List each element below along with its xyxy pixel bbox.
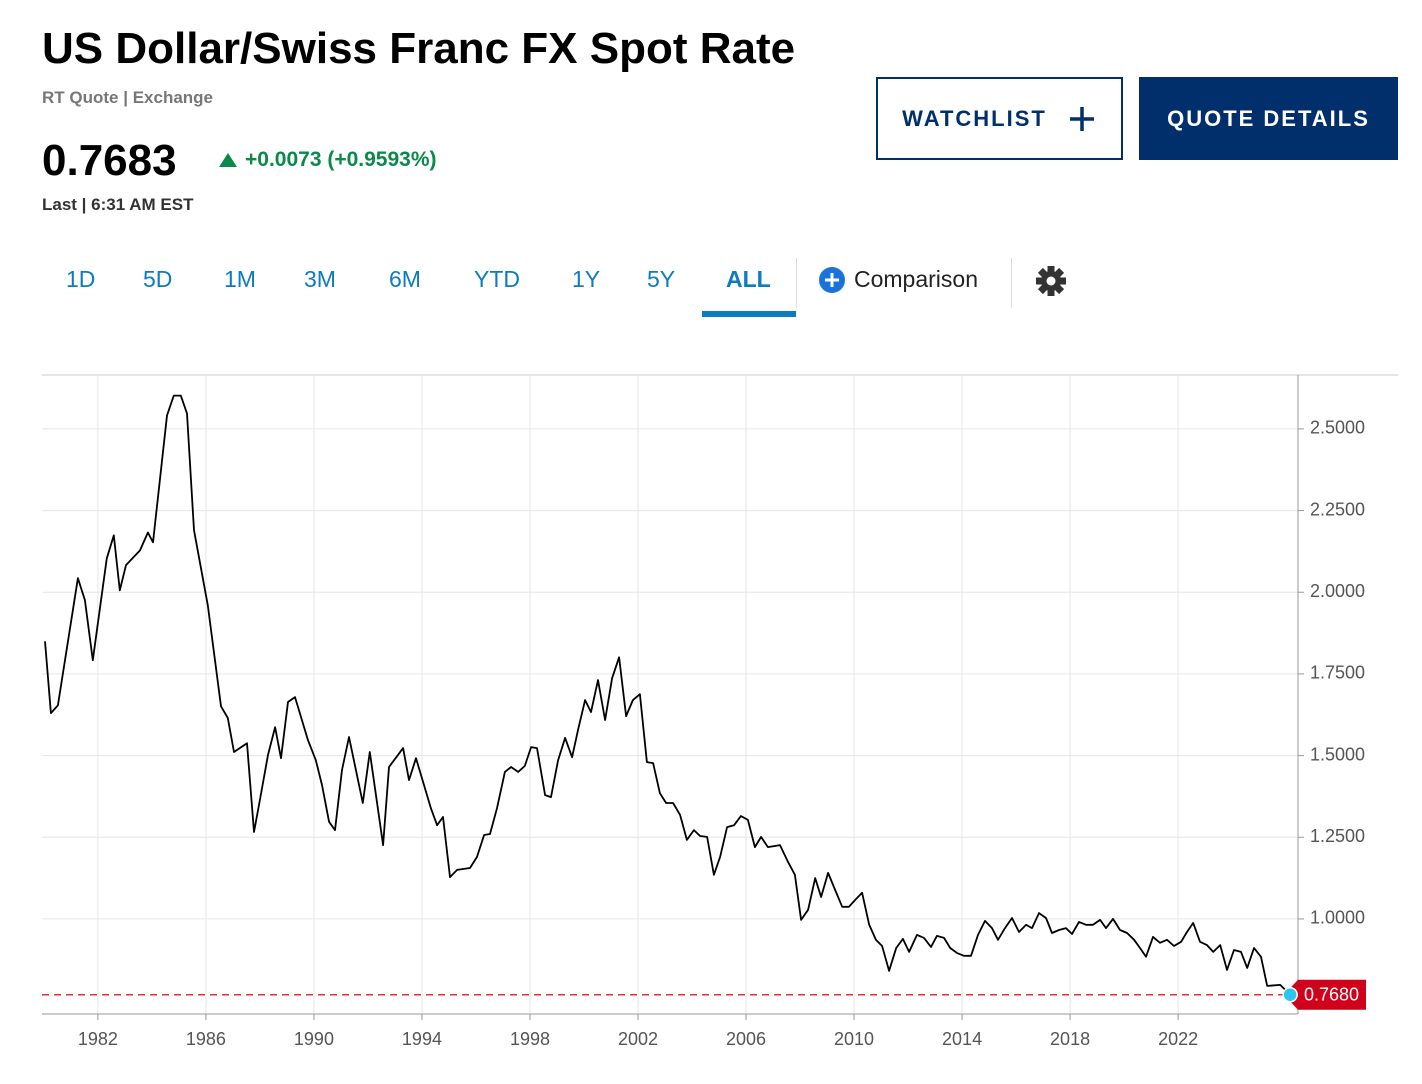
quote-details-button[interactable]: QUOTE DETAILS (1139, 77, 1398, 160)
x-tick-label: 2014 (942, 1029, 982, 1049)
x-tick-label: 1986 (186, 1029, 226, 1049)
settings-icon[interactable] (1034, 264, 1068, 298)
x-tick-label: 2010 (834, 1029, 874, 1049)
range-tab[interactable]: YTD (474, 266, 520, 292)
range-tab[interactable]: 3M (304, 266, 336, 292)
y-tick-label: 2.5000 (1310, 418, 1365, 438)
last-value-label: 0.7680 (1304, 984, 1359, 1004)
y-tick-label: 2.2500 (1310, 499, 1365, 519)
comparison-icon[interactable] (818, 266, 846, 294)
watchlist-button[interactable]: WATCHLIST (876, 77, 1123, 160)
divider (1011, 258, 1012, 308)
y-tick-label: 1.0000 (1310, 908, 1365, 928)
x-tick-label: 2022 (1158, 1029, 1198, 1049)
x-tick-label: 1994 (402, 1029, 442, 1049)
x-tick-label: 2002 (618, 1029, 658, 1049)
y-tick-label: 1.2500 (1310, 826, 1365, 846)
watchlist-label: WATCHLIST (902, 105, 1047, 131)
plus-icon (1069, 106, 1094, 131)
comparison[interactable]: Comparison (854, 266, 978, 292)
price-change: +0.0073 (+0.9593%) (245, 148, 437, 171)
source: RT Quote | Exchange (42, 88, 214, 107)
up-arrow (219, 153, 237, 167)
price-line (44, 394, 1291, 996)
range-tab[interactable]: 1D (66, 266, 96, 292)
x-tick-label: 2018 (1050, 1029, 1090, 1049)
quote-details-label: QUOTE DETAILS (1167, 105, 1370, 131)
chart: 1.0000 1.2500 1.5000 1.7500 2.0000 2.2500 2.50… (42, 374, 1398, 1049)
range-tab[interactable]: 1Y (572, 266, 601, 292)
y-tick-label: 1.7500 (1310, 663, 1365, 683)
x-tick-label: 1982 (78, 1029, 118, 1049)
y-tick-label: 1.5000 (1310, 744, 1365, 764)
range-tab[interactable]: 5Y (647, 266, 676, 292)
range-tab[interactable]: ALL (726, 266, 771, 292)
title: US Dollar/Swiss Franc FX Spot Rate (42, 24, 796, 73)
active-tab-underline (702, 311, 796, 317)
x-tick-label: 1990 (294, 1029, 334, 1049)
x-tick-label: 1998 (510, 1029, 550, 1049)
last-value-box (1284, 979, 1366, 1010)
range-tab[interactable]: 5D (143, 266, 173, 292)
range-tab[interactable]: 1M (224, 266, 256, 292)
last-time: Last | 6:31 AM EST (42, 195, 194, 214)
price: 0.7683 (42, 136, 177, 185)
x-tick-label: 2006 (726, 1029, 766, 1049)
last-point (1282, 986, 1298, 1003)
range-tab[interactable]: 6M (389, 266, 421, 292)
divider (796, 258, 797, 308)
y-tick-label: 2.0000 (1310, 581, 1365, 601)
